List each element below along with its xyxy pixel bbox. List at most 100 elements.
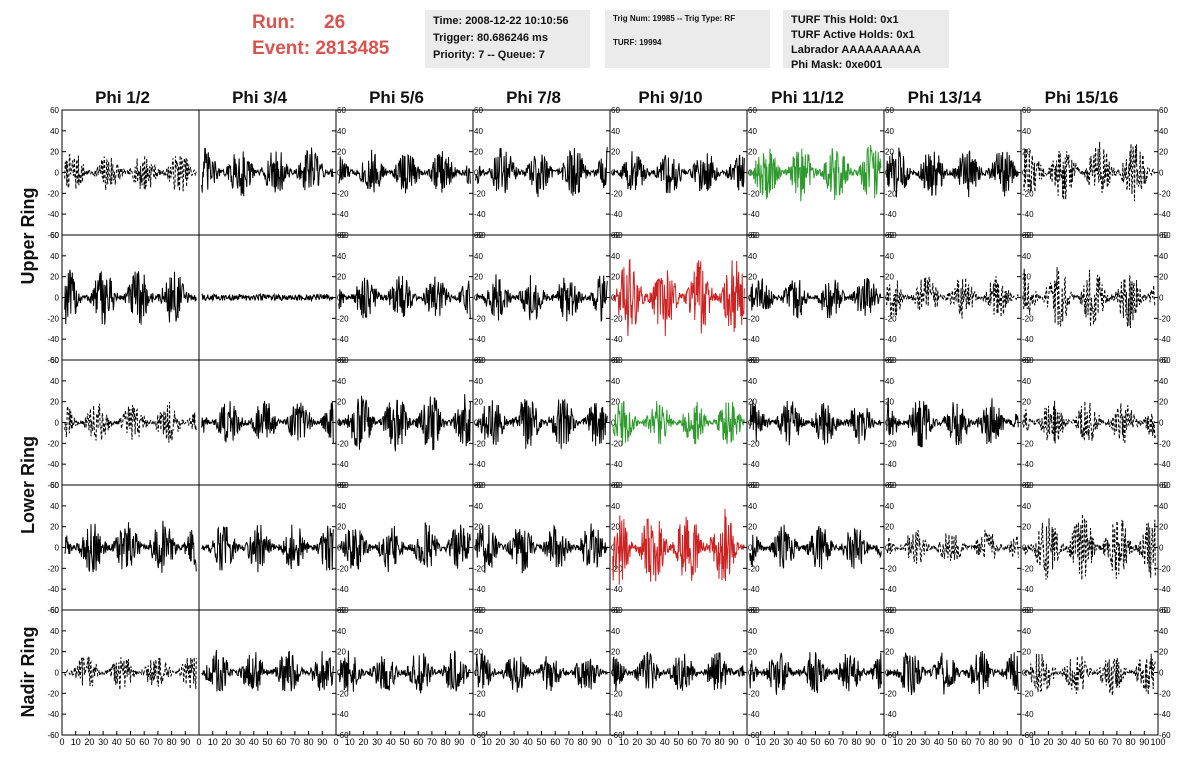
y-tick-label: -40 (1159, 460, 1171, 469)
x-tick-label: 50 (125, 737, 135, 747)
y-tick-label: 60 (1159, 606, 1168, 615)
y-tick-label: 0 (55, 669, 60, 678)
y-tick-label: -20 (1022, 564, 1034, 573)
y-tick-label: 40 (50, 502, 59, 511)
column-label-phi-9-10: Phi 9/10 (638, 88, 703, 107)
y-tick-label: -20 (474, 439, 486, 448)
y-tick-label: 60 (50, 356, 59, 365)
y-tick-label: 20 (337, 148, 346, 157)
x-tick-label: 20 (906, 737, 916, 747)
y-tick-label: 0 (55, 169, 60, 178)
y-tick-label: -20 (337, 689, 349, 698)
x-tick-label: 80 (578, 737, 588, 747)
y-tick-label: 40 (611, 252, 620, 261)
y-tick-label: -40 (1159, 210, 1171, 219)
x-tick-label: 0 (607, 737, 612, 747)
y-tick-label: -20 (885, 314, 897, 323)
x-tick-label: 40 (112, 737, 122, 747)
y-tick-label: 0 (55, 294, 60, 303)
y-tick-label: -20 (474, 564, 486, 573)
waveform-trace-r1-c2 (201, 147, 334, 197)
y-tick-label: 40 (50, 377, 59, 386)
waveform-trace-r5-c7 (886, 650, 1019, 696)
y-tick-label: 40 (1022, 502, 1031, 511)
x-tick-label: 50 (1084, 737, 1094, 747)
waveform-trace-r1-c5 (612, 151, 745, 194)
waveform-trace-r4-c8 (1023, 514, 1156, 580)
y-tick-label: -20 (47, 439, 59, 448)
y-tick-label: -20 (1022, 439, 1034, 448)
y-tick-label: 40 (474, 127, 483, 136)
y-tick-label: -40 (474, 710, 486, 719)
y-tick-label: -20 (885, 439, 897, 448)
y-tick-label: 40 (50, 252, 59, 261)
x-tick-label: 70 (427, 737, 437, 747)
y-tick-label: -20 (1159, 564, 1171, 573)
y-tick-label: -40 (885, 585, 897, 594)
labrador-text: Labrador AAAAAAAAAA (791, 44, 921, 56)
waveform-trace-r2-c8 (1023, 267, 1156, 329)
x-tick-label: 20 (221, 737, 231, 747)
waveform-trace-r1-c1 (64, 154, 197, 192)
y-tick-label: -40 (611, 585, 623, 594)
y-tick-label: 0 (611, 419, 616, 428)
y-tick-label: 0 (474, 419, 479, 428)
x-tick-label: 20 (495, 737, 505, 747)
x-tick-label: 80 (167, 737, 177, 747)
column-label-phi-13-14: Phi 13/14 (907, 88, 982, 107)
y-tick-label: -40 (337, 210, 349, 219)
run-value: 26 (324, 12, 346, 33)
trig-num-text: Trig Num: 19985 -- Trig Type: RF (613, 14, 736, 23)
y-tick-label: 40 (1159, 252, 1168, 261)
x-tick-label: 90 (591, 737, 601, 747)
y-tick-label: 60 (1159, 231, 1168, 240)
y-tick-label: 40 (474, 377, 483, 386)
y-tick-label: 20 (1159, 273, 1168, 282)
x-tick-label: 30 (235, 737, 245, 747)
y-tick-label: -40 (47, 710, 59, 719)
y-tick-label: 40 (611, 502, 620, 511)
x-tick-label: 70 (1112, 737, 1122, 747)
time-info-box: Time: 2008-12-22 10:10:56 Trigger: 80.68… (425, 10, 590, 68)
y-tick-label: 20 (1159, 523, 1168, 532)
x-tick-label: 70 (975, 737, 985, 747)
y-tick-label: 0 (337, 669, 342, 678)
y-tick-label: -40 (748, 335, 760, 344)
x-tick-label: 10 (619, 737, 629, 747)
y-tick-label: -40 (885, 710, 897, 719)
y-tick-label: 20 (611, 648, 620, 657)
y-tick-label: 0 (474, 669, 479, 678)
waveform-trace-r5-c2 (201, 649, 334, 692)
y-tick-label: -40 (1022, 585, 1034, 594)
y-tick-label: 40 (50, 627, 59, 636)
y-tick-label: 0 (55, 419, 60, 428)
y-tick-label: -60 (1159, 731, 1171, 740)
x-tick-label: 80 (852, 737, 862, 747)
y-tick-label: -20 (1022, 689, 1034, 698)
y-tick-label: 20 (474, 273, 483, 282)
x-tick-label: 40 (249, 737, 259, 747)
y-tick-label: 20 (611, 148, 620, 157)
y-tick-label: 40 (1159, 627, 1168, 636)
y-tick-label: -40 (1022, 210, 1034, 219)
column-label-phi-3-4: Phi 3/4 (232, 88, 287, 107)
y-tick-label: -20 (1159, 314, 1171, 323)
y-tick-label: 0 (1159, 544, 1164, 553)
y-tick-label: 40 (337, 252, 346, 261)
x-tick-label: 0 (59, 737, 64, 747)
waveform-trace-r4-c4 (475, 523, 608, 574)
y-tick-label: -20 (337, 314, 349, 323)
y-tick-label: -40 (611, 710, 623, 719)
x-tick-label: 20 (1043, 737, 1053, 747)
y-tick-label: -40 (1159, 585, 1171, 594)
y-tick-label: -40 (1159, 710, 1171, 719)
waveform-trace-r2-c3 (338, 276, 471, 320)
x-tick-label: 80 (304, 737, 314, 747)
y-tick-label: -40 (748, 210, 760, 219)
y-tick-label: -20 (611, 189, 623, 198)
waveform-trace-r5-c1 (64, 656, 197, 690)
y-tick-label: -20 (748, 314, 760, 323)
y-tick-label: -40 (474, 210, 486, 219)
y-tick-label: -40 (1022, 335, 1034, 344)
y-tick-label: 40 (611, 127, 620, 136)
